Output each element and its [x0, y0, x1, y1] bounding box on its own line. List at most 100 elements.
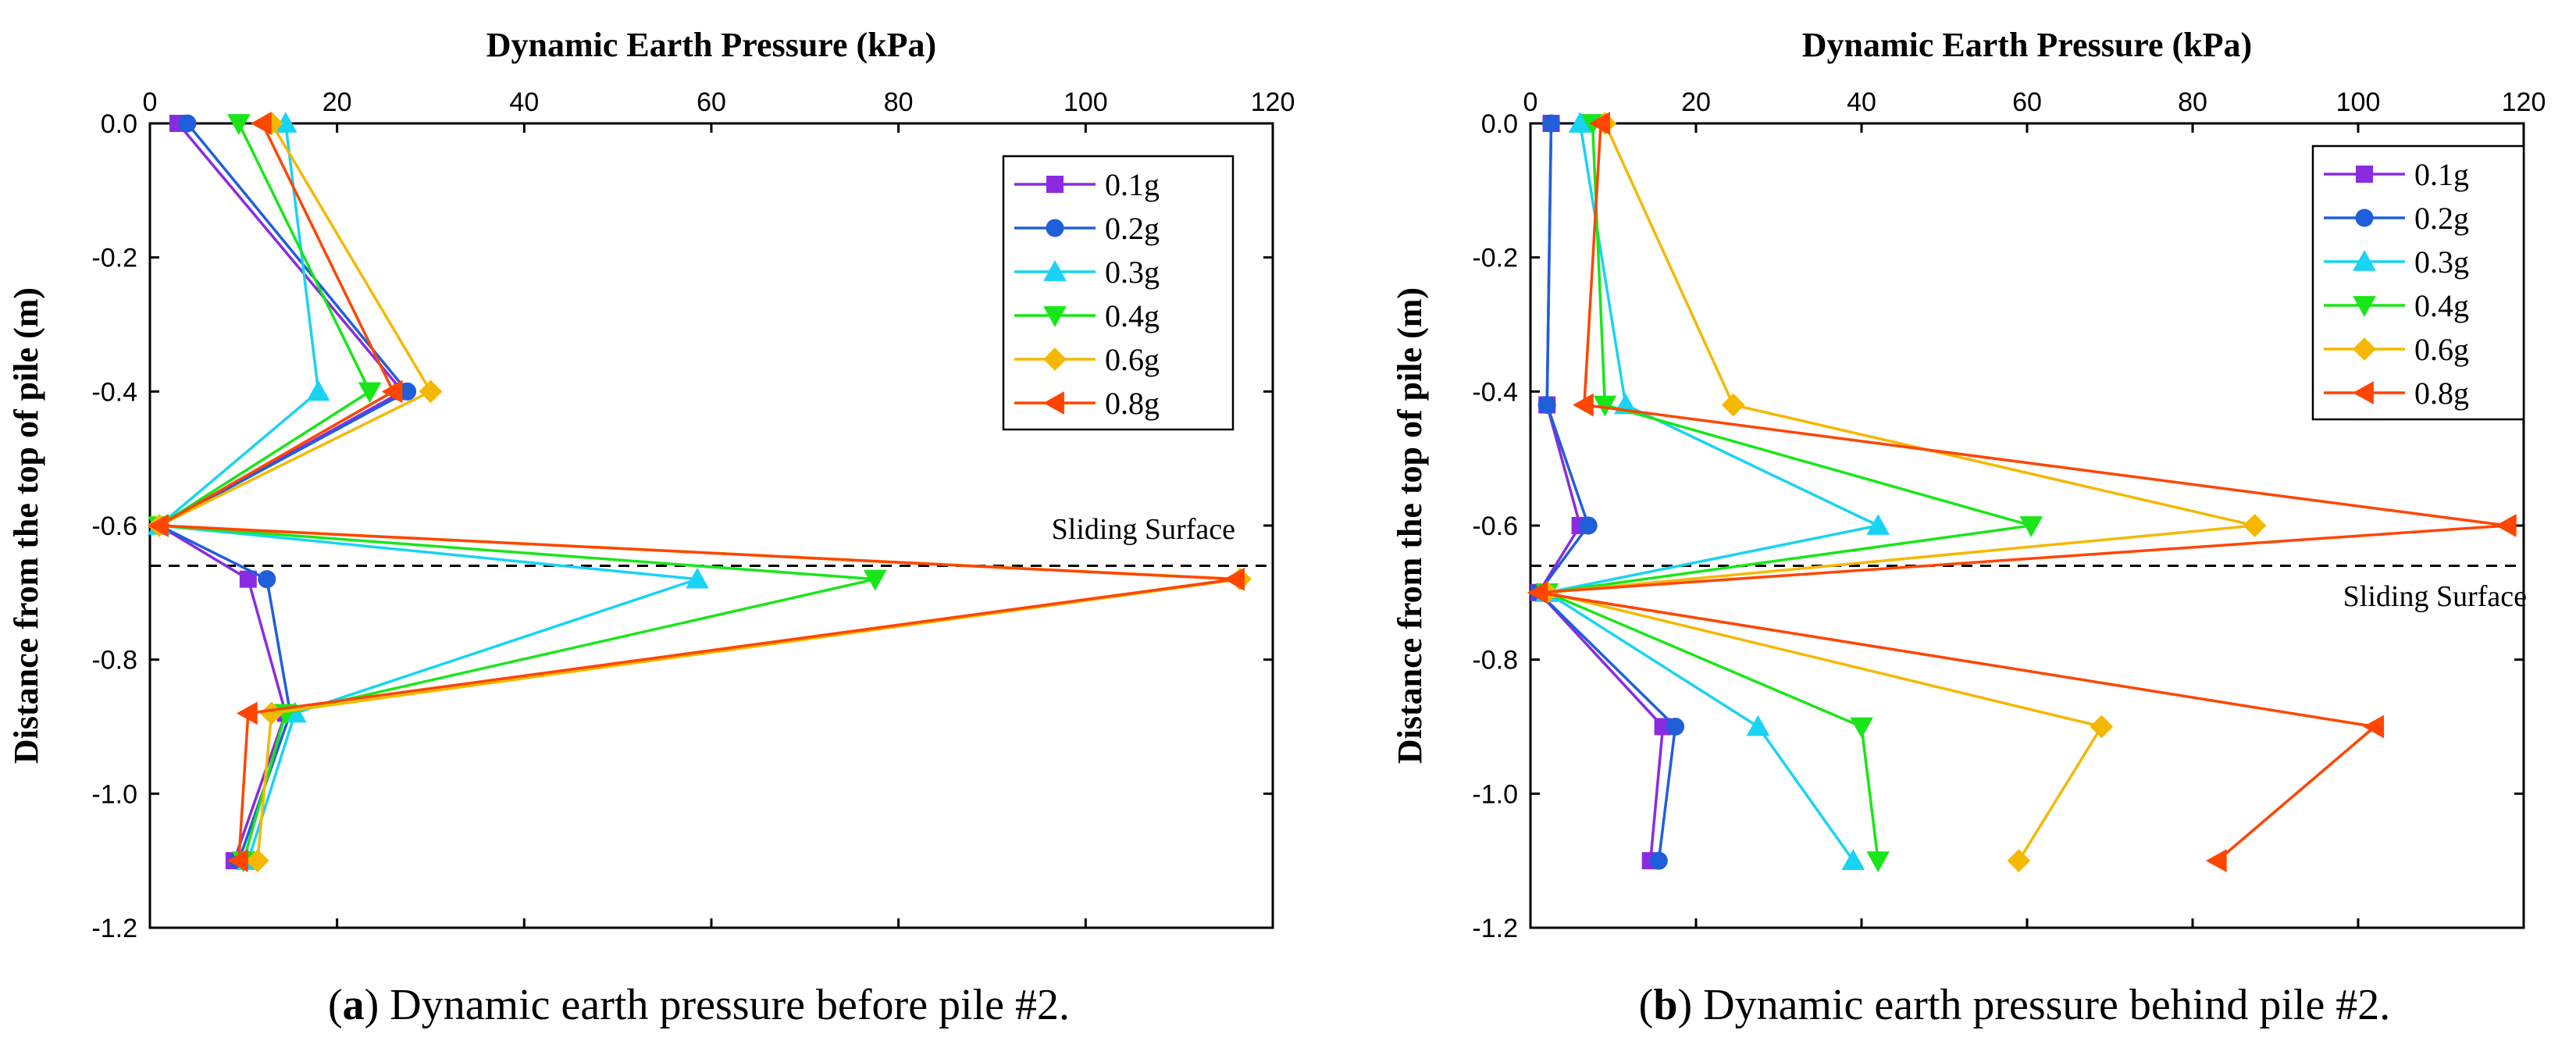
data-point-0.8g	[226, 849, 248, 873]
legend-label-0.3g: 0.3g	[1105, 255, 1160, 290]
data-point-0.8g	[381, 380, 403, 404]
x-tick-label: 100	[1064, 87, 1108, 117]
y-axis-title: Distance from the top of pile (m)	[7, 287, 45, 764]
data-point-0.8g	[1527, 580, 1548, 604]
data-point-0.2g	[1537, 395, 1556, 415]
legend-box	[2311, 144, 2525, 421]
data-point-0.6g	[2007, 849, 2031, 873]
data-point-0.2g	[1666, 717, 1685, 736]
x-tick-label: 20	[322, 87, 352, 117]
series-line-0.2g	[1537, 123, 1677, 861]
data-point-0.2g	[258, 570, 276, 589]
legend-label-0.4g: 0.4g	[1105, 298, 1160, 333]
data-point-0.4g	[2019, 516, 2043, 537]
series-line-0.8g	[158, 123, 1237, 861]
y-tick-label: -1.0	[1472, 779, 1518, 809]
y-tick-label: 0.0	[1481, 109, 1518, 139]
legend-label-0.6g: 0.6g	[2414, 332, 2469, 367]
x-tick-label: 0	[143, 87, 158, 117]
legend-marker-0.8g	[1043, 391, 1064, 415]
data-point-0.4g	[1850, 717, 1873, 739]
data-point-0.8g	[250, 112, 272, 135]
data-point-0.3g	[686, 567, 709, 589]
caption: (b) Dynamic earth pressure behind pile #…	[1639, 981, 2391, 1029]
data-point-0.8g	[148, 514, 169, 537]
caption-open-paren: (	[328, 981, 343, 1029]
caption-text: ) Dynamic earth pressure behind pile #2.	[1677, 981, 2390, 1029]
x-tick-label: 80	[884, 87, 914, 117]
data-point-0.3g	[1746, 715, 1770, 736]
data-point-0.3g	[1568, 112, 1592, 133]
legend-marker-0.3g	[1043, 260, 1067, 281]
legend-label-0.1g: 0.1g	[2414, 157, 2469, 192]
x-tick-label: 60	[697, 87, 726, 117]
series-line-0.3g	[158, 123, 699, 861]
chart-panel-a: 0 20 40 60 80 100 120 0.0 -0.2 -0.4 -0.6 -0.8 -1.0 -1…	[7, 26, 1295, 1029]
data-point-0.6g	[245, 849, 269, 873]
x-tick-label: 40	[509, 87, 539, 117]
series-line-0.3g	[1545, 123, 1879, 862]
y-tick-label: -0.2	[1472, 244, 1518, 273]
legend-label-0.3g: 0.3g	[2414, 244, 2469, 280]
legend-marker-0.6g	[2353, 337, 2376, 361]
data-point-0.6g	[1721, 393, 1745, 417]
legend-box	[1002, 155, 1235, 431]
caption: (a) Dynamic earth pressure before pile #…	[328, 981, 1070, 1029]
data-point-0.6g	[2243, 514, 2267, 537]
data-point-0.3g	[306, 380, 330, 401]
data-point-0.6g	[419, 380, 443, 404]
data-point-0.3g	[1866, 514, 1890, 535]
data-point-0.8g	[1224, 567, 1245, 591]
data-point-0.8g	[2495, 514, 2517, 537]
y-tick-label: -1.0	[91, 779, 137, 809]
data-point-0.4g	[358, 382, 382, 404]
y-tick-label: 0.0	[101, 109, 137, 139]
data-point-0.2g	[1649, 851, 1668, 870]
y-tick-label: -0.2	[91, 244, 137, 273]
y-tick-label: -0.4	[1472, 377, 1518, 407]
y-tick-label: -0.6	[1472, 512, 1518, 541]
data-point-0.4g	[1593, 395, 1617, 417]
data-point-0.1g	[239, 570, 257, 588]
x-tick-label: 0	[1523, 87, 1538, 117]
sliding-surface-label: Sliding Surface	[2343, 580, 2527, 613]
legend-label-0.1g: 0.1g	[1105, 167, 1160, 202]
x-axis-title: Dynamic Earth Pressure (kPa)	[1802, 26, 2252, 64]
x-tick-label: 60	[2012, 87, 2042, 117]
legend-marker-0.6g	[1043, 348, 1067, 371]
data-point-0.4g	[226, 114, 251, 135]
legend-label-0.8g: 0.8g	[2414, 376, 2469, 411]
data-point-0.4g	[1866, 851, 1890, 873]
data-point-0.6g	[2090, 715, 2114, 739]
legend-label-0.8g: 0.8g	[1105, 386, 1160, 421]
data-point-0.3g	[1841, 849, 1865, 871]
legend-label-0.4g: 0.4g	[2414, 288, 2469, 323]
y-tick-label: -0.8	[1472, 646, 1518, 675]
y-tick-label: -0.8	[91, 646, 137, 675]
series-line-0.8g	[1537, 123, 2509, 862]
data-point-0.8g	[2363, 715, 2385, 739]
data-point-0.8g	[1573, 393, 1594, 417]
legend-label-0.2g: 0.2g	[2414, 201, 2469, 236]
data-point-0.3g	[273, 112, 298, 133]
data-point-0.2g	[178, 114, 197, 133]
data-point-0.4g	[863, 569, 887, 591]
chart-panel-b: 0 20 40 60 80 100 120 0.0 -0.2 -0.4 -0.6 -0.8 -1.0 -1…	[1391, 26, 2546, 1029]
series-line-0.1g	[158, 122, 404, 861]
series-line-0.1g	[1537, 123, 1665, 861]
sliding-surface-label: Sliding Surface	[1052, 513, 1235, 546]
x-tick-label: 80	[2178, 87, 2207, 117]
legend-label-0.6g: 0.6g	[1105, 342, 1160, 377]
data-point-0.2g	[1541, 114, 1561, 133]
data-point-0.8g	[2205, 849, 2227, 873]
x-tick-label: 100	[2336, 87, 2381, 117]
data-point-0.2g	[1579, 516, 1598, 535]
x-tick-label: 120	[1251, 87, 1295, 117]
legend-marker-0.2g	[2355, 209, 2374, 227]
y-tick-label: -1.2	[1472, 914, 1518, 943]
legend-label-0.2g: 0.2g	[1105, 211, 1160, 246]
data-point-0.6g	[259, 701, 283, 725]
caption-open-paren: (	[1639, 981, 1654, 1029]
caption-letter: b	[1653, 981, 1677, 1029]
